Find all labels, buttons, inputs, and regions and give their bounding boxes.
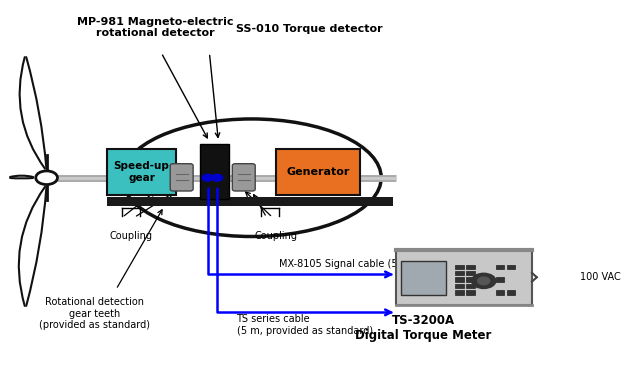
Bar	[455, 271, 464, 275]
Text: Coupling: Coupling	[254, 231, 297, 241]
Bar	[496, 290, 504, 295]
Bar	[401, 261, 446, 295]
Text: SS-010 Torque detector: SS-010 Torque detector	[236, 24, 382, 34]
Circle shape	[36, 171, 58, 185]
Circle shape	[212, 174, 223, 181]
Circle shape	[478, 277, 490, 285]
Bar	[276, 149, 360, 195]
Text: TS series cable
(5 m, provided as standard): TS series cable (5 m, provided as standa…	[236, 314, 372, 336]
Circle shape	[202, 174, 213, 181]
Circle shape	[472, 273, 496, 288]
Text: Coupling: Coupling	[110, 231, 152, 241]
FancyBboxPatch shape	[170, 164, 193, 191]
Bar	[107, 197, 393, 206]
Text: TS-3200A
Digital Torque Meter: TS-3200A Digital Torque Meter	[356, 314, 492, 342]
Bar	[466, 290, 475, 295]
Text: 100 VAC: 100 VAC	[580, 272, 621, 282]
Bar	[107, 149, 176, 195]
Bar	[507, 290, 515, 295]
Text: Speed-up
gear: Speed-up gear	[113, 161, 169, 183]
Bar	[455, 290, 464, 295]
Bar	[455, 284, 464, 288]
Text: Rotational detection
gear teeth
(provided as standard): Rotational detection gear teeth (provide…	[40, 297, 150, 330]
Bar	[496, 277, 504, 282]
Text: Generator: Generator	[287, 167, 350, 177]
FancyBboxPatch shape	[232, 164, 255, 191]
Bar	[466, 265, 475, 269]
Bar	[507, 265, 515, 269]
Bar	[455, 277, 464, 282]
Bar	[455, 265, 464, 269]
Bar	[466, 271, 475, 275]
Bar	[396, 250, 532, 305]
Bar	[466, 277, 475, 282]
Bar	[201, 144, 229, 199]
Bar	[496, 265, 504, 269]
Bar	[466, 284, 475, 288]
Text: MX-8105 Signal cable (5 m): MX-8105 Signal cable (5 m)	[279, 259, 414, 269]
Ellipse shape	[122, 119, 381, 236]
Text: MP-981 Magneto-electric
rotational detector: MP-981 Magneto-electric rotational detec…	[77, 16, 233, 38]
